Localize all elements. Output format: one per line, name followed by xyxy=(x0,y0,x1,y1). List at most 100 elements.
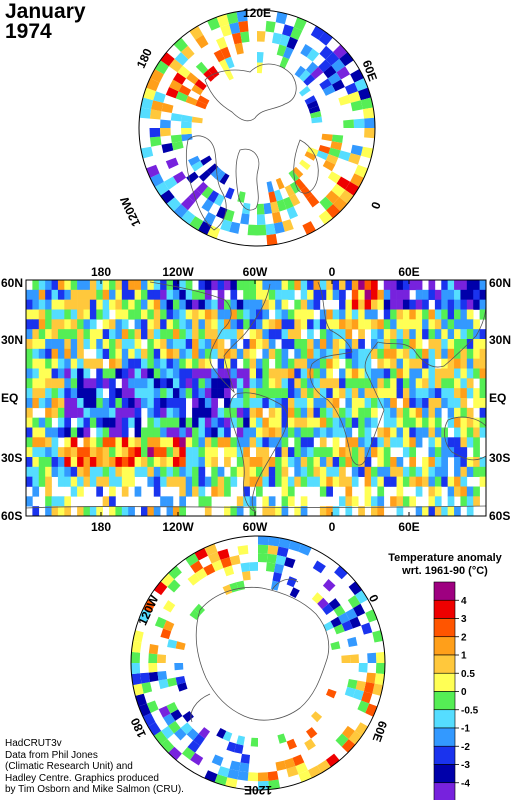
anomaly-cell xyxy=(326,358,333,369)
anomaly-cell xyxy=(307,437,314,448)
anomaly-cell xyxy=(257,224,267,236)
anomaly-cell xyxy=(299,85,311,97)
anomaly-cell xyxy=(153,299,161,310)
legend-tick-label: -2 xyxy=(461,742,470,753)
anomaly-cell xyxy=(473,280,480,291)
anomaly-cell xyxy=(422,378,429,389)
anomaly-cell xyxy=(204,358,212,369)
anomaly-cell xyxy=(434,506,442,516)
anomaly-cell xyxy=(193,733,205,746)
anomaly-cell xyxy=(207,17,221,31)
anomaly-cell xyxy=(441,437,448,448)
anomaly-cell xyxy=(409,437,417,448)
anomaly-cell xyxy=(57,378,65,389)
anomaly-cell xyxy=(179,299,187,310)
anomaly-cell xyxy=(141,309,148,320)
anomaly-cell xyxy=(128,407,135,418)
anomaly-cell xyxy=(204,496,212,507)
anomaly-cell xyxy=(198,447,206,458)
anomaly-cell xyxy=(409,407,417,418)
anomaly-cell xyxy=(26,417,33,428)
anomaly-cell xyxy=(207,225,221,239)
anomaly-cell xyxy=(185,348,193,359)
anomaly-cell xyxy=(262,280,270,291)
anomaly-cell xyxy=(222,731,233,742)
anomaly-cell xyxy=(147,427,155,438)
anomaly-cell xyxy=(275,457,282,468)
anomaly-cell xyxy=(402,417,410,428)
anomaly-cell xyxy=(109,496,116,507)
anomaly-cell xyxy=(109,506,116,516)
anomaly-cell xyxy=(326,368,333,379)
anomaly-cell xyxy=(272,211,283,224)
anomaly-cell xyxy=(351,398,359,409)
anomaly-cell xyxy=(26,427,33,438)
anomaly-cell xyxy=(422,348,429,359)
anomaly-cell xyxy=(166,447,174,458)
anomaly-cell xyxy=(142,599,156,613)
anomaly-cell xyxy=(279,56,290,69)
anomaly-cell xyxy=(181,45,195,60)
anomaly-cell xyxy=(390,319,397,330)
anomaly-cell xyxy=(454,280,461,291)
legend-tick-label: -3 xyxy=(461,760,470,771)
anomaly-cell xyxy=(383,417,391,428)
anomaly-cell xyxy=(236,398,244,409)
anomaly-cell xyxy=(230,378,238,389)
anomaly-cell xyxy=(333,624,345,635)
anomaly-cell xyxy=(447,348,455,359)
anomaly-cell xyxy=(262,339,270,350)
anomaly-cell xyxy=(179,486,187,497)
anomaly-cell xyxy=(38,398,46,409)
anomaly-cell xyxy=(268,476,276,487)
anomaly-cell xyxy=(224,407,231,418)
anomaly-cell xyxy=(224,68,234,81)
anomaly-cell xyxy=(185,486,193,497)
anomaly-cell xyxy=(313,339,321,350)
anomaly-cell xyxy=(383,339,391,350)
anomaly-cell xyxy=(89,506,97,516)
anomaly-cell xyxy=(383,280,391,291)
anomaly-cell xyxy=(326,466,333,477)
anomaly-cell xyxy=(473,417,480,428)
anomaly-cell xyxy=(131,640,142,653)
anomaly-cell xyxy=(249,417,257,428)
anomaly-cell xyxy=(57,319,65,330)
anomaly-cell xyxy=(181,121,192,128)
anomaly-cell xyxy=(409,319,417,330)
anomaly-cell xyxy=(45,466,52,477)
anomaly-cell xyxy=(153,319,161,330)
anomaly-cell xyxy=(281,299,289,310)
anomaly-cell xyxy=(300,476,308,487)
anomaly-cell xyxy=(326,348,333,359)
anomaly-cell xyxy=(128,417,135,428)
anomaly-cell xyxy=(351,496,359,507)
anomaly-cell xyxy=(134,280,142,291)
credit-line2: Data from Phil Jones xyxy=(5,749,98,761)
anomaly-cell xyxy=(396,289,404,300)
anomaly-cell xyxy=(275,388,282,399)
anomaly-cell xyxy=(390,358,397,369)
anomaly-cell xyxy=(332,339,340,350)
anomaly-cell xyxy=(211,417,218,428)
anomaly-cell xyxy=(179,466,187,477)
anomaly-cell xyxy=(185,368,193,379)
anomaly-cell xyxy=(172,398,180,409)
anomaly-cell xyxy=(294,388,302,399)
anomaly-cell xyxy=(204,388,212,399)
anomaly-cell xyxy=(201,198,214,212)
legend-swatch xyxy=(433,782,456,800)
anomaly-cell xyxy=(32,280,40,291)
anomaly-cell xyxy=(211,368,218,379)
anomaly-cell xyxy=(364,378,372,389)
anomaly-cell xyxy=(236,368,244,379)
anomaly-cell xyxy=(434,496,442,507)
anomaly-cell xyxy=(64,329,72,340)
anomaly-cell xyxy=(358,358,365,369)
anomaly-cell xyxy=(460,496,468,507)
anomaly-cell xyxy=(191,84,204,96)
anomaly-cell xyxy=(102,476,110,487)
anomaly-cell xyxy=(70,358,78,369)
anomaly-cell xyxy=(409,348,417,359)
anomaly-cell xyxy=(102,398,110,409)
